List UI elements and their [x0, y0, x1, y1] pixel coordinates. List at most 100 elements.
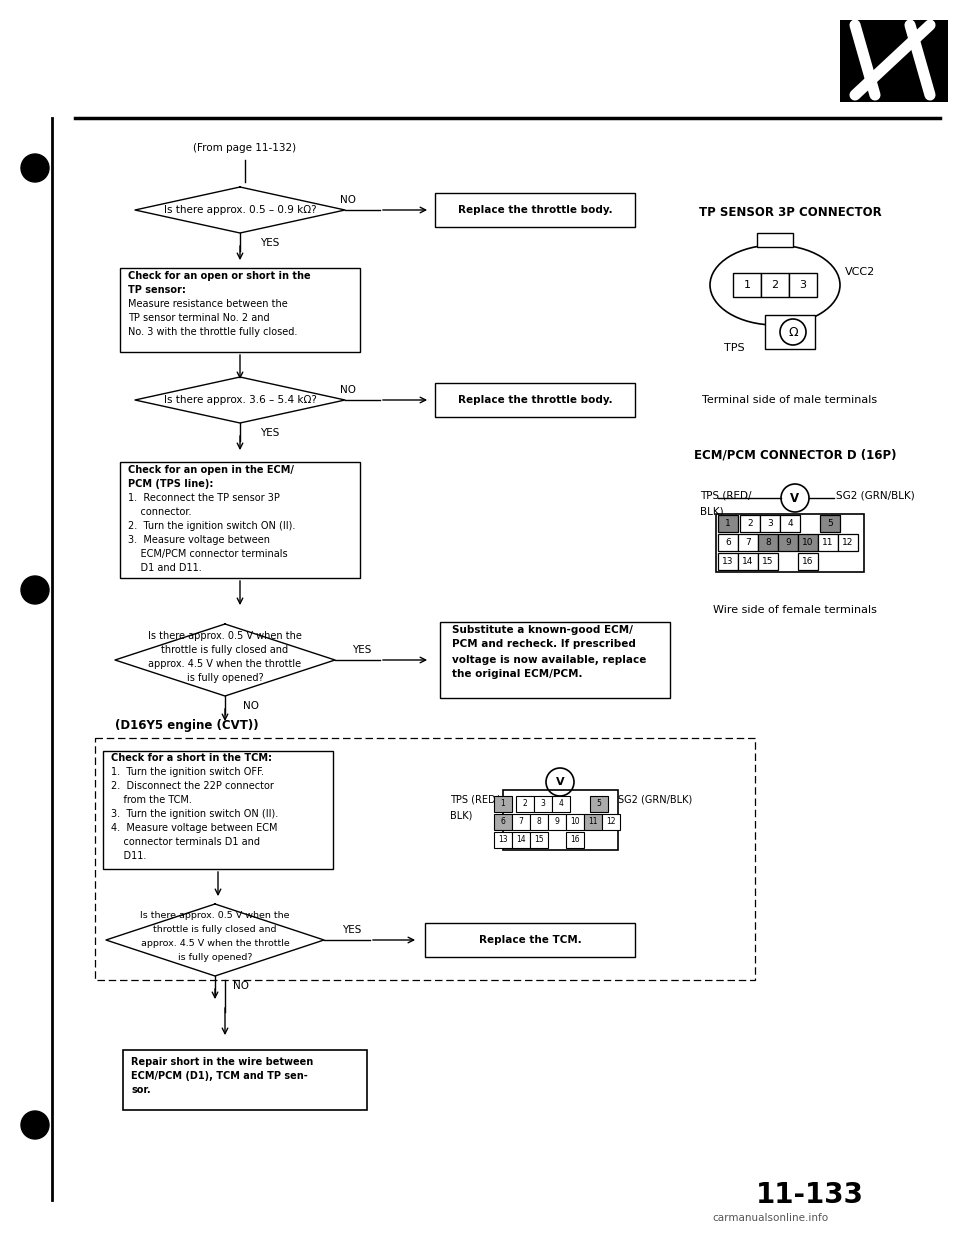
- Ellipse shape: [710, 245, 840, 325]
- FancyBboxPatch shape: [516, 796, 534, 812]
- Text: Check for a short in the TCM:: Check for a short in the TCM:: [111, 753, 272, 763]
- FancyBboxPatch shape: [123, 1049, 367, 1110]
- Text: 13: 13: [498, 836, 508, 845]
- FancyBboxPatch shape: [530, 832, 548, 848]
- Text: No. 3 with the throttle fully closed.: No. 3 with the throttle fully closed.: [128, 327, 298, 337]
- FancyBboxPatch shape: [757, 233, 793, 247]
- Text: carmanualsonline.info: carmanualsonline.info: [712, 1213, 828, 1223]
- FancyBboxPatch shape: [780, 515, 800, 532]
- Text: 11-133: 11-133: [756, 1181, 864, 1208]
- Text: 1: 1: [743, 279, 751, 289]
- Text: 4: 4: [559, 800, 564, 809]
- Text: voltage is now available, replace: voltage is now available, replace: [452, 655, 646, 664]
- Text: 14: 14: [742, 556, 754, 566]
- FancyBboxPatch shape: [425, 923, 635, 958]
- Text: 2: 2: [522, 800, 527, 809]
- FancyBboxPatch shape: [789, 273, 817, 297]
- Text: 1: 1: [725, 519, 731, 528]
- Text: TP sensor:: TP sensor:: [128, 284, 186, 296]
- Text: 2.  Turn the ignition switch ON (II).: 2. Turn the ignition switch ON (II).: [128, 520, 296, 532]
- Text: Is there approx. 3.6 – 5.4 kΩ?: Is there approx. 3.6 – 5.4 kΩ?: [163, 395, 317, 405]
- Text: 9: 9: [555, 817, 560, 826]
- Circle shape: [21, 576, 49, 604]
- Text: (D16Y5 engine (CVT)): (D16Y5 engine (CVT)): [115, 719, 258, 733]
- Text: 6: 6: [500, 817, 505, 826]
- Text: 16: 16: [803, 556, 814, 566]
- Text: PCM (TPS line):: PCM (TPS line):: [128, 479, 213, 489]
- Text: Substitute a known-good ECM/: Substitute a known-good ECM/: [452, 625, 633, 635]
- FancyBboxPatch shape: [494, 796, 512, 812]
- Text: is fully opened?: is fully opened?: [186, 673, 263, 683]
- Circle shape: [21, 1112, 49, 1139]
- FancyBboxPatch shape: [534, 796, 552, 812]
- Text: SG2 (GRN/BLK): SG2 (GRN/BLK): [836, 491, 915, 501]
- FancyBboxPatch shape: [765, 315, 815, 349]
- Text: 15: 15: [534, 836, 543, 845]
- FancyBboxPatch shape: [494, 832, 512, 848]
- FancyBboxPatch shape: [435, 383, 635, 417]
- Text: 11: 11: [588, 817, 598, 826]
- Text: Replace the TCM.: Replace the TCM.: [479, 935, 582, 945]
- Text: PCM and recheck. If prescribed: PCM and recheck. If prescribed: [452, 638, 636, 650]
- Text: D1 and D11.: D1 and D11.: [128, 563, 202, 573]
- FancyBboxPatch shape: [818, 534, 838, 551]
- Text: 10: 10: [570, 817, 580, 826]
- FancyBboxPatch shape: [840, 20, 948, 102]
- FancyBboxPatch shape: [590, 796, 608, 812]
- Text: 12: 12: [842, 538, 853, 546]
- Text: 2.  Disconnect the 22P connector: 2. Disconnect the 22P connector: [111, 781, 274, 791]
- Text: Terminal side of male terminals: Terminal side of male terminals: [703, 395, 877, 405]
- Text: from the TCM.: from the TCM.: [111, 795, 192, 805]
- FancyBboxPatch shape: [548, 814, 566, 830]
- FancyBboxPatch shape: [778, 534, 798, 551]
- FancyBboxPatch shape: [566, 814, 584, 830]
- Text: approx. 4.5 V when the throttle: approx. 4.5 V when the throttle: [140, 939, 289, 949]
- FancyBboxPatch shape: [738, 553, 758, 570]
- Text: 1: 1: [500, 800, 505, 809]
- Text: 12: 12: [607, 817, 615, 826]
- FancyBboxPatch shape: [494, 814, 512, 830]
- Text: 5: 5: [828, 519, 833, 528]
- Text: 2: 2: [747, 519, 753, 528]
- Text: 4: 4: [787, 519, 793, 528]
- Text: YES: YES: [343, 925, 362, 935]
- Text: 5: 5: [596, 800, 601, 809]
- FancyBboxPatch shape: [820, 515, 840, 532]
- Text: Is there approx. 0.5 V when the: Is there approx. 0.5 V when the: [140, 912, 290, 920]
- Text: TPS (RED/: TPS (RED/: [450, 795, 499, 805]
- Text: throttle is fully closed and: throttle is fully closed and: [154, 925, 276, 934]
- Text: Is there approx. 0.5 V when the: Is there approx. 0.5 V when the: [148, 631, 302, 641]
- Text: 8: 8: [537, 817, 541, 826]
- Text: 10: 10: [803, 538, 814, 546]
- Text: TPS (RED/: TPS (RED/: [700, 491, 752, 501]
- Text: Check for an open or short in the: Check for an open or short in the: [128, 271, 311, 281]
- FancyBboxPatch shape: [602, 814, 620, 830]
- FancyBboxPatch shape: [530, 814, 548, 830]
- FancyBboxPatch shape: [502, 790, 617, 850]
- Text: Replace the throttle body.: Replace the throttle body.: [458, 205, 612, 215]
- Text: Wire side of female terminals: Wire side of female terminals: [713, 605, 876, 615]
- Text: ECM/PCM (D1), TCM and TP sen-: ECM/PCM (D1), TCM and TP sen-: [131, 1071, 308, 1081]
- Text: 7: 7: [745, 538, 751, 546]
- Text: D11.: D11.: [111, 851, 146, 861]
- FancyBboxPatch shape: [760, 515, 780, 532]
- Text: 3.  Turn the ignition switch ON (II).: 3. Turn the ignition switch ON (II).: [111, 809, 278, 818]
- Circle shape: [21, 154, 49, 183]
- Text: NO: NO: [233, 981, 249, 991]
- Text: connector terminals D1 and: connector terminals D1 and: [111, 837, 260, 847]
- Text: 8: 8: [765, 538, 771, 546]
- Text: NO: NO: [340, 195, 356, 205]
- Text: YES: YES: [260, 428, 279, 438]
- Text: TPS: TPS: [724, 343, 745, 353]
- Text: 11: 11: [823, 538, 833, 546]
- Text: BLK): BLK): [450, 810, 472, 820]
- Text: 3.  Measure voltage between: 3. Measure voltage between: [128, 535, 270, 545]
- Text: 16: 16: [570, 836, 580, 845]
- FancyBboxPatch shape: [740, 515, 760, 532]
- Text: (From page 11-132): (From page 11-132): [193, 143, 297, 153]
- FancyBboxPatch shape: [435, 193, 635, 227]
- Text: Check for an open in the ECM/: Check for an open in the ECM/: [128, 465, 294, 474]
- Text: 14: 14: [516, 836, 526, 845]
- Text: Is there approx. 0.5 – 0.9 kΩ?: Is there approx. 0.5 – 0.9 kΩ?: [164, 205, 316, 215]
- Text: YES: YES: [352, 645, 372, 655]
